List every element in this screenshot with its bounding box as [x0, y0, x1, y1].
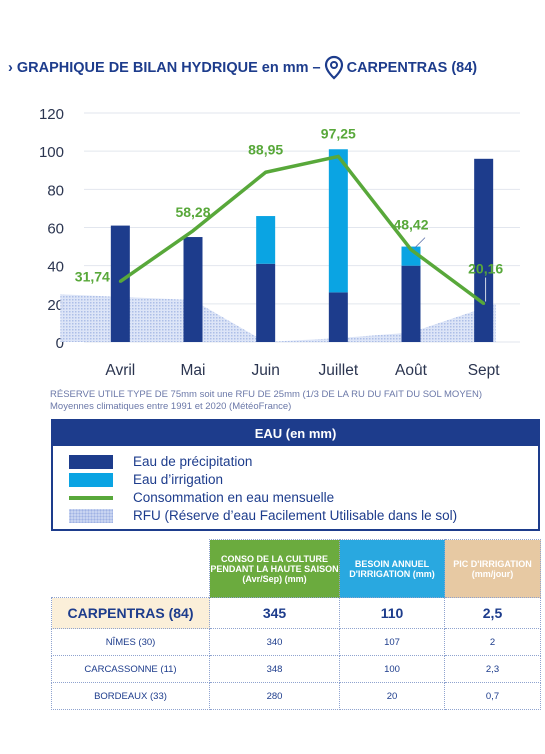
consumption-swatch: [69, 495, 113, 500]
data-label: 48,42: [393, 217, 428, 233]
precipitation-bar: [328, 292, 348, 342]
conso-cell: 280: [209, 682, 340, 710]
consumption-point: [264, 170, 268, 174]
city-cell: BORDEAUX (33): [51, 682, 210, 710]
legend-label: Eau d’irrigation: [133, 472, 224, 487]
irrigation-bar: [256, 216, 276, 264]
precipitation-bar: [401, 265, 421, 342]
label-leader: [414, 237, 426, 248]
table-row: CARPENTRAS (84) 345 110 2,5: [51, 597, 541, 629]
legend-item-consumption: Consommation en eau mensuelle: [69, 490, 334, 505]
location-pin-icon: [324, 55, 343, 80]
legend-item-irrigation: Eau d’irrigation: [69, 472, 223, 487]
irrigation-table: CONSO DE LA CULTURE PENDANT LA HAUTE SAI…: [51, 539, 541, 710]
city-cell: NÎMES (30): [51, 628, 210, 656]
consumption-point: [482, 302, 486, 306]
pic-cell: 2,5: [444, 597, 541, 629]
precipitation-bar: [110, 225, 130, 342]
data-label: 88,95: [248, 141, 283, 157]
title-prefix: › GRAPHIQUE DE BILAN HYDRIQUE en mm –: [8, 60, 321, 76]
city-cell: CARPENTRAS (84): [51, 597, 210, 629]
pic-cell: 2: [444, 628, 541, 656]
bars: [110, 149, 494, 342]
besoin-cell: 110: [339, 597, 445, 629]
y-tick-label: 0: [56, 335, 64, 352]
legend: EAU (en mm) Eau de précipitation Eau d’i…: [51, 419, 540, 531]
header-conso: CONSO DE LA CULTURE PENDANT LA HAUTE SAI…: [209, 539, 340, 598]
y-tick-label: 60: [47, 221, 64, 238]
x-tick-label: Juin: [251, 362, 279, 379]
x-tick-label: Mai: [181, 362, 206, 379]
data-label: 31,74: [75, 268, 110, 284]
irrigation-swatch: [69, 472, 113, 487]
empty-header-cell: [52, 540, 210, 598]
irrigation-bar: [328, 149, 348, 293]
x-axis: Avril Mai Juin Juillet Août Sept: [105, 362, 500, 379]
y-axis: 0 20 40 60 80 100 120: [39, 106, 64, 352]
data-labels: 31,74 58,28 88,95 97,25 48,42 20,16: [75, 125, 503, 302]
pic-cell: 2,3: [444, 655, 541, 683]
precipitation-swatch: [69, 454, 113, 469]
header-pic: PIC D'IRRIGATION (mm/jour): [444, 539, 541, 598]
city-cell: CARCASSONNE (11): [51, 655, 210, 683]
conso-cell: 348: [209, 655, 340, 683]
pic-cell: 0,7: [444, 682, 541, 710]
besoin-cell: 20: [339, 682, 445, 710]
chart-title: › GRAPHIQUE DE BILAN HYDRIQUE en mm – CA…: [8, 55, 477, 81]
table-row: CARCASSONNE (11) 348 100 2,3: [51, 655, 541, 683]
conso-cell: 345: [209, 597, 340, 629]
water-balance-chart: 0 20 40 60 80 100 120 31,74 58,28 88,95 97,25 48,4…: [39, 106, 520, 379]
besoin-cell: 107: [339, 628, 445, 656]
consumption-point: [409, 248, 413, 252]
consumption-line: [118, 154, 486, 306]
precipitation-bar: [474, 158, 494, 342]
table-row: BORDEAUX (33) 280 20 0,7: [51, 682, 541, 710]
rfu-area: [60, 294, 496, 342]
legend-label: RFU (Réserve d’eau Facilement Utilisable…: [133, 508, 458, 523]
consumption-polyline: [119, 154, 485, 305]
y-tick-label: 40: [47, 259, 64, 276]
rfu-note: RÉSERVE UTILE TYPE DE 75mm soit une RFU …: [50, 389, 483, 400]
climate-note: Moyennes climatiques entre 1991 et 2020 …: [50, 401, 292, 412]
data-label: 20,16: [468, 261, 503, 277]
x-tick-label: Avril: [105, 362, 135, 379]
table-header-row: CONSO DE LA CULTURE PENDANT LA HAUTE SAI…: [52, 539, 541, 598]
x-tick-label: Août: [395, 362, 428, 379]
consumption-point: [191, 229, 195, 233]
besoin-cell: 100: [339, 655, 445, 683]
x-tick-label: Sept: [468, 362, 501, 379]
consumption-point: [118, 279, 122, 283]
conso-cell: 340: [209, 628, 340, 656]
legend-label: Eau de précipitation: [133, 454, 253, 469]
legend-item-rfu: RFU (Réserve d’eau Facilement Utilisable…: [69, 508, 457, 523]
rfu-area-shape: [60, 294, 496, 342]
title-location: CARPENTRAS (84): [346, 60, 478, 76]
data-label: 97,25: [321, 125, 356, 141]
legend-label: Consommation en eau mensuelle: [133, 490, 335, 505]
legend-item-precipitation: Eau de précipitation: [69, 454, 252, 469]
precipitation-bar: [256, 263, 276, 342]
y-tick-label: 80: [47, 182, 64, 199]
data-label: 58,28: [175, 204, 210, 220]
legend-header: EAU (en mm): [53, 421, 538, 446]
y-tick-label: 100: [39, 144, 64, 161]
table-row: NÎMES (30) 340 107 2: [51, 628, 541, 656]
header-besoin: BESOIN ANNUEL D'IRRIGATION (mm): [339, 539, 445, 598]
x-tick-label: Juillet: [319, 362, 359, 379]
y-tick-label: 120: [39, 106, 64, 123]
y-tick-label: 20: [47, 297, 64, 314]
consumption-point: [336, 154, 340, 158]
precipitation-bar: [183, 237, 203, 342]
rfu-swatch: [69, 508, 113, 523]
